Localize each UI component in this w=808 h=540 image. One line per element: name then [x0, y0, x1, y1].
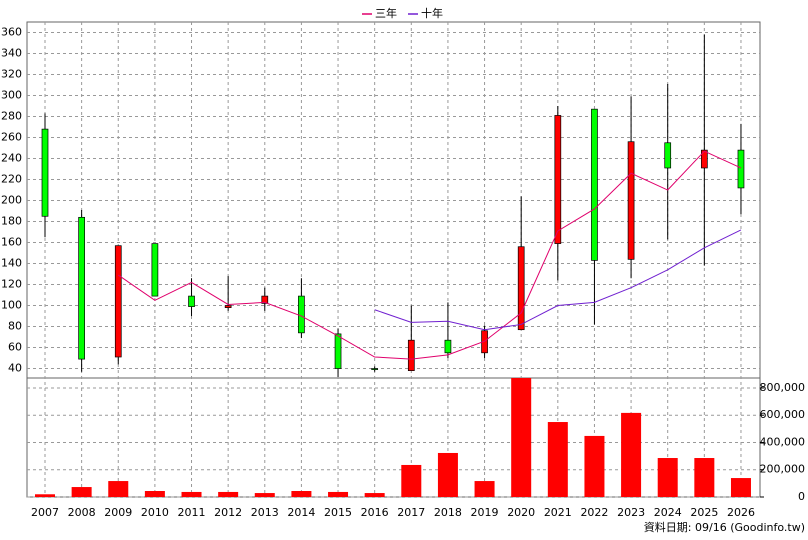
volume-bar — [71, 487, 92, 497]
ma-line — [374, 229, 742, 331]
candle-body — [554, 115, 562, 244]
x-tick-label: 2022 — [580, 506, 608, 519]
candle-body — [517, 246, 525, 331]
x-tick-label: 2025 — [690, 506, 718, 519]
candle-body — [700, 149, 708, 169]
candle-body — [41, 128, 49, 217]
x-tick-label: 2019 — [471, 506, 499, 519]
y-tick-label: 100 — [1, 299, 22, 312]
volume-bar — [108, 481, 129, 497]
y2-tick-label: 800,000 — [760, 381, 806, 394]
candle-body — [114, 245, 122, 358]
candle-body — [664, 142, 672, 169]
y-tick-label: 240 — [1, 152, 22, 165]
x-tick-label: 2014 — [287, 506, 315, 519]
volume-bar — [584, 435, 605, 497]
candle-body — [151, 243, 159, 297]
volume-bar — [254, 493, 275, 497]
candle-body — [737, 149, 745, 189]
x-tick-label: 2015 — [324, 506, 352, 519]
y-tick-label: 40 — [8, 362, 22, 375]
candle-body — [298, 295, 305, 334]
volume-bar — [547, 422, 568, 497]
y-tick-label: 140 — [1, 257, 22, 270]
y-tick-label: 300 — [1, 89, 22, 102]
candle-body — [627, 141, 635, 260]
x-tick-label: 2009 — [104, 506, 132, 519]
y-tick-label: 200 — [1, 194, 22, 207]
volume-bar — [437, 452, 458, 497]
y2-tick-label: 0 — [798, 490, 805, 503]
legend-label: 十年 — [421, 6, 443, 20]
volume-bar — [694, 458, 715, 497]
volume-bar — [218, 491, 239, 497]
volume-bar — [328, 491, 349, 497]
candle-body — [78, 216, 85, 360]
x-tick-label: 2008 — [68, 506, 96, 519]
x-tick-label: 2018 — [434, 506, 462, 519]
volume-bar — [364, 493, 385, 497]
ma-line — [117, 150, 742, 360]
y2-tick-label: 600,000 — [760, 408, 806, 421]
y-tick-label: 320 — [1, 68, 22, 81]
volume-bar — [35, 494, 55, 497]
x-tick-label: 2026 — [727, 506, 755, 519]
y2-tick-label: 400,000 — [760, 435, 806, 448]
candle-body — [261, 295, 269, 304]
y-tick-label: 80 — [8, 320, 22, 333]
volume-bar — [621, 412, 642, 497]
plot-frame — [26, 21, 761, 498]
volume-bar — [144, 491, 165, 497]
volume-bar — [657, 458, 678, 497]
y-tick-label: 160 — [1, 236, 22, 249]
y-tick-label: 260 — [1, 131, 22, 144]
volume-bar — [474, 481, 495, 497]
x-tick-label: 2021 — [544, 506, 572, 519]
y-tick-label: 340 — [1, 47, 22, 60]
x-tick-label: 2011 — [178, 506, 206, 519]
volume-bar — [291, 491, 312, 497]
x-tick-label: 2016 — [361, 506, 389, 519]
volume-bar — [401, 464, 422, 497]
volume-bar — [730, 478, 751, 497]
candle-body — [407, 339, 415, 371]
x-tick-label: 2010 — [141, 506, 169, 519]
y-tick-label: 280 — [1, 110, 22, 123]
x-tick-label: 2013 — [251, 506, 279, 519]
y-tick-label: 360 — [1, 26, 22, 39]
x-tick-label: 2017 — [397, 506, 425, 519]
x-tick-label: 2023 — [617, 506, 645, 519]
footnote: 資料日期: 09/16 (Goodinfo.tw) — [644, 520, 805, 534]
candle-body — [334, 333, 342, 369]
y-tick-label: 220 — [1, 173, 22, 186]
legend-label: 三年 — [375, 6, 397, 20]
x-tick-label: 2020 — [507, 506, 535, 519]
candle-body — [188, 295, 195, 307]
candle-body — [224, 305, 232, 308]
x-tick-label: 2007 — [31, 506, 59, 519]
candle-body — [591, 108, 598, 261]
candle-body — [444, 339, 452, 354]
y-tick-label: 180 — [1, 215, 22, 228]
x-tick-label: 2024 — [654, 506, 682, 519]
volume-bar — [511, 378, 532, 497]
x-tick-label: 2012 — [214, 506, 242, 519]
volume-bar — [181, 491, 202, 497]
candle-body — [371, 368, 379, 370]
y-tick-label: 120 — [1, 278, 22, 291]
y2-tick-label: 200,000 — [760, 463, 806, 476]
y-tick-label: 60 — [8, 341, 22, 354]
